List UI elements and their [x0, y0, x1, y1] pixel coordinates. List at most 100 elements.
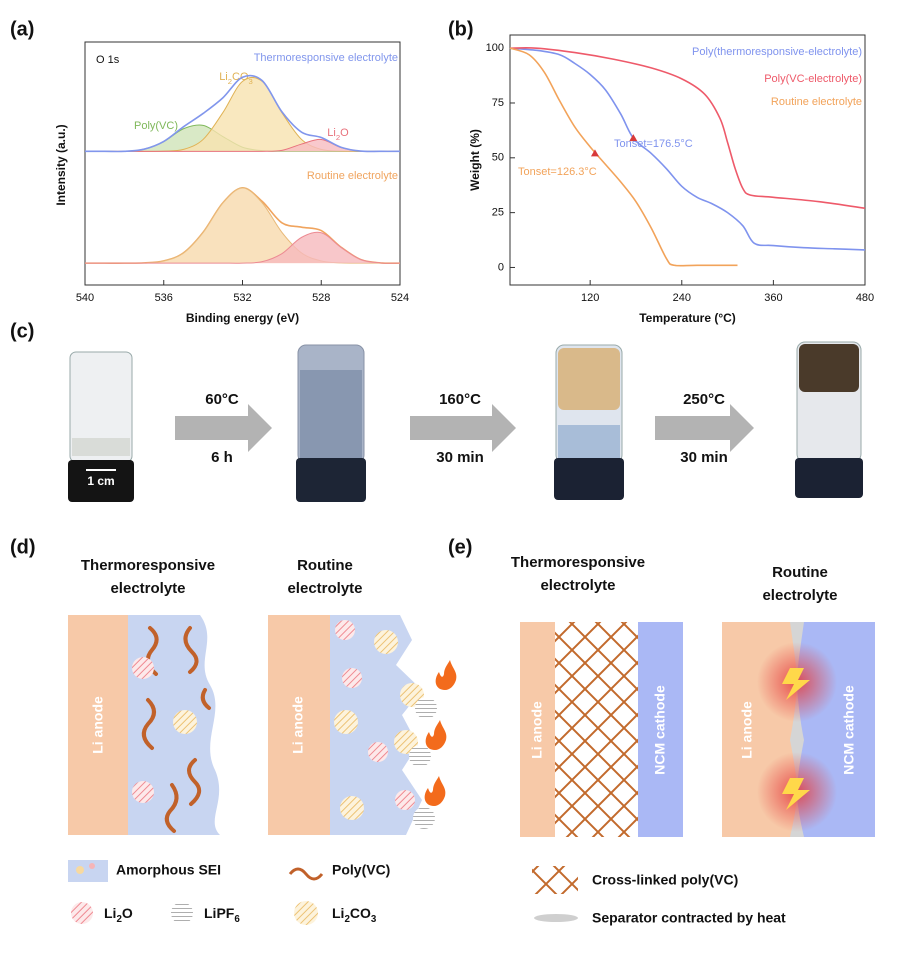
y-tick-label: 75	[492, 97, 504, 109]
panel-title: electrolyte	[540, 577, 615, 594]
component-area	[85, 139, 400, 152]
li-anode	[268, 615, 330, 835]
legend-label: Amorphous SEI	[116, 862, 221, 878]
li2o-particle	[395, 790, 415, 810]
y-tick-label: 50	[492, 152, 504, 164]
panel-label: (d)	[10, 536, 36, 558]
panel-title: Routine	[772, 564, 828, 581]
li2co3-particle	[394, 730, 418, 754]
plot-frame	[509, 34, 866, 286]
crosslinked-network	[555, 622, 638, 837]
onset-marker	[590, 149, 599, 157]
lipf6-particle	[415, 697, 437, 719]
spectrum-line	[509, 47, 738, 267]
series-label: Poly(thermoresponsive-electrolyte)	[692, 46, 862, 58]
spectrum-line	[509, 47, 866, 251]
charts: 540 536 532 528 524 Binding energy (eV) Intens…	[54, 34, 874, 325]
legend-swatch	[288, 867, 324, 881]
anode-label: Li anode	[529, 701, 545, 759]
li2o-particle	[132, 781, 154, 803]
component-line	[85, 231, 401, 264]
li2co3-particle	[340, 796, 364, 820]
legend-swatch	[89, 863, 95, 869]
x-tick-label: 536	[155, 292, 173, 304]
y-tick-label: 100	[486, 42, 504, 54]
x-tick-label: 120	[581, 292, 599, 304]
y-tick-label: 25	[492, 207, 504, 219]
x-tick-label: 532	[233, 292, 251, 304]
legend-swatch	[171, 902, 193, 924]
component-area	[85, 77, 400, 152]
legend-label: Li2CO3	[332, 905, 377, 925]
panel-label: (a)	[10, 18, 34, 40]
legend-label: Separator contracted by heat	[592, 910, 786, 926]
spectrum-line	[85, 74, 401, 153]
legend-swatch	[532, 866, 578, 894]
cathode-label: NCM cathode	[652, 685, 668, 775]
legend-label: Li2O	[104, 905, 133, 925]
series-label: Li2CO3	[219, 71, 253, 86]
step-duration: 30 min	[436, 449, 484, 466]
spectrum-line	[509, 47, 866, 210]
panel-title: electrolyte	[287, 580, 362, 597]
panel-title: Thermoresponsive	[81, 557, 215, 574]
panel-label: (b)	[448, 18, 474, 40]
onset-marker	[629, 134, 638, 142]
scale-bar-label: 1 cm	[87, 474, 114, 488]
lipf6-particle	[409, 745, 431, 767]
annotation: Tonset=176.5°C	[614, 138, 693, 150]
arrow	[655, 404, 754, 452]
li2co3-particle	[374, 630, 398, 654]
flames	[424, 660, 457, 806]
x-tick-label: 540	[76, 292, 94, 304]
legend-swatch	[534, 914, 578, 922]
panel-c: 1 cm 60°C 6 h 160°C 30 min 250°C 30 min	[68, 341, 863, 502]
li2o-particle	[335, 620, 355, 640]
anode-label: Li anode	[290, 696, 306, 754]
panel-e: Thermoresponsive electrolyte Routine ele…	[511, 554, 875, 926]
series-label: Routine electrolyte	[771, 96, 862, 108]
vial-liquid	[72, 438, 130, 456]
legend-swatch	[294, 901, 318, 925]
x-tick-label: 524	[391, 292, 409, 304]
separator	[790, 622, 804, 837]
vial-cap	[296, 458, 366, 502]
component-area	[85, 232, 400, 264]
vial-liquid	[558, 425, 620, 458]
y-tick-label: 0	[498, 261, 504, 273]
ncm-cathode	[638, 622, 683, 837]
step-temperature: 250°C	[683, 391, 725, 408]
step-duration: 30 min	[680, 449, 728, 466]
legend-label: LiPF6	[204, 905, 240, 925]
legend-swatch	[76, 866, 84, 874]
anode-label: Li anode	[90, 696, 106, 754]
legend-label: Poly(VC)	[332, 862, 390, 878]
step-temperature: 60°C	[205, 391, 239, 408]
panel-title: electrolyte	[110, 580, 185, 597]
step-duration: 6 h	[211, 449, 233, 466]
panel-title: electrolyte	[762, 587, 837, 604]
vial-solid	[558, 348, 620, 410]
vial-liquid	[300, 370, 362, 458]
lightning	[782, 778, 810, 810]
vial-cap	[795, 458, 863, 498]
li2o-particle	[132, 657, 154, 679]
step-temperature: 160°C	[439, 391, 481, 408]
cathode-label: NCM cathode	[841, 685, 857, 775]
vial-residue	[799, 344, 859, 392]
series-label: Thermoresponsive electrolyte	[254, 52, 398, 64]
y-axis-label: Intensity (a.u.)	[54, 124, 68, 205]
x-axis-label: Binding energy (eV)	[186, 311, 299, 325]
legend-swatch	[71, 902, 93, 924]
lightning	[782, 668, 810, 700]
component-area	[85, 187, 400, 264]
panel-d: Thermoresponsive electrolyte Routine ele…	[68, 557, 457, 925]
x-tick-label: 360	[764, 292, 782, 304]
vial-cap	[68, 460, 134, 502]
vial-cap	[554, 458, 624, 500]
poly-vc-chains	[141, 626, 211, 833]
panel-label: (e)	[448, 536, 472, 558]
x-tick-label: 240	[673, 292, 691, 304]
x-tick-label: 480	[856, 292, 874, 304]
